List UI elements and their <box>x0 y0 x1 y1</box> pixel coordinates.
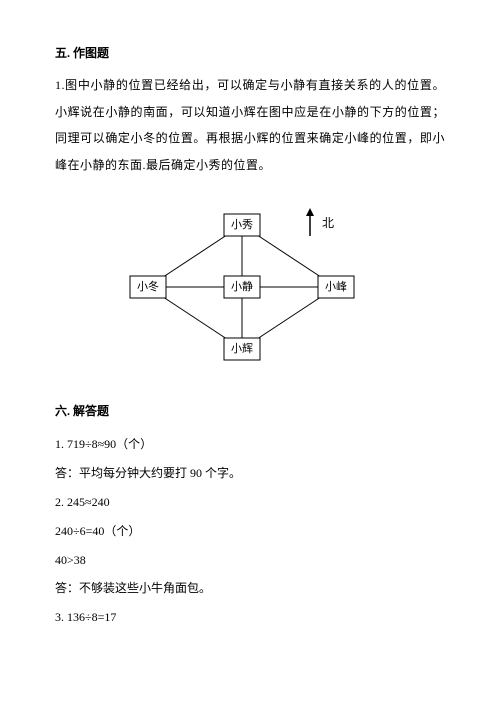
solution-line: 40>38 <box>55 546 445 575</box>
north-label: 北 <box>322 216 334 230</box>
section5-paragraph: 1.图中小静的位置已经给出，可以确定与小静有直接关系的人的位置。小辉说在小静的南… <box>55 72 445 178</box>
solution-line: 答：平均每分钟大约要打 90 个字。 <box>55 459 445 488</box>
diagram-node-label: 小秀 <box>231 218 253 231</box>
solution-line: 答：不够装这些小牛角面包。 <box>55 574 445 603</box>
diagram-node-label: 小辉 <box>231 342 253 355</box>
north-arrow-head <box>306 208 314 216</box>
solution-line: 2. 245≈240 <box>55 488 445 517</box>
diagram-container: 小秀小冬 小静 小峰小辉 北 <box>55 196 445 376</box>
solution-line: 240÷6=40（个） <box>55 517 445 546</box>
diagram-node-label: 小冬 <box>137 279 159 293</box>
solution-line: 1. 719÷8≈90（个） <box>55 430 445 459</box>
diagram-node-label: 小峰 <box>325 280 347 293</box>
diagram-node-label: 小静 <box>231 279 253 293</box>
solution-line: 3. 136÷8=17 <box>55 603 445 632</box>
section6-title: 六. 解答题 <box>55 398 445 424</box>
section6-solutions: 1. 719÷8≈90（个）答：平均每分钟大约要打 90 个字。2. 245≈2… <box>55 430 445 632</box>
position-diagram: 小秀小冬 小静 小峰小辉 北 <box>120 196 380 376</box>
section5-title: 五. 作图题 <box>55 40 445 66</box>
